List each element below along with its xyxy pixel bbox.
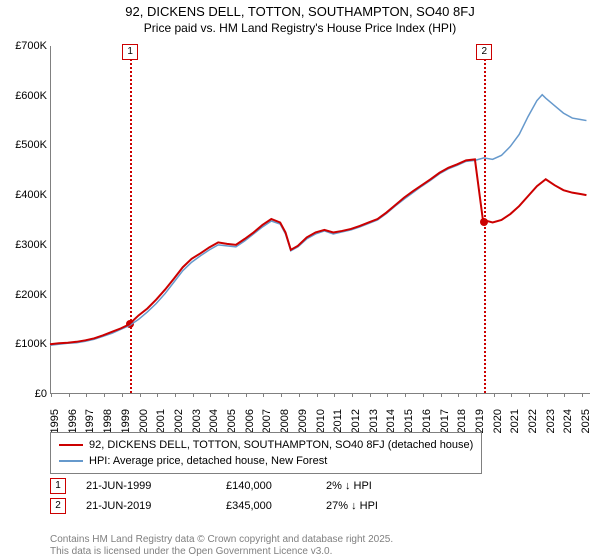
legend-item: 92, DICKENS DELL, TOTTON, SOUTHAMPTON, S… [59,437,473,453]
x-tick-label: 2018 [456,409,468,433]
x-tick-label: 2009 [297,409,309,433]
legend-label: HPI: Average price, detached house, New … [89,453,327,469]
event-delta: 27% ↓ HPI [326,500,426,512]
x-tick-label: 2000 [138,409,150,433]
x-tick-label: 2007 [261,409,273,433]
x-tick-label: 2005 [226,409,238,433]
event-row: 2 21-JUN-2019 £345,000 27% ↓ HPI [50,496,426,516]
event-date: 21-JUN-1999 [86,480,226,492]
x-tick-label: 2023 [545,409,557,433]
event-date: 21-JUN-2019 [86,500,226,512]
legend-swatch [59,460,83,462]
legend-label: 92, DICKENS DELL, TOTTON, SOUTHAMPTON, S… [89,437,473,453]
y-tick-label: £500K [7,139,47,151]
x-tick-label: 1999 [120,409,132,433]
lines-svg [50,46,590,394]
chart-title: 92, DICKENS DELL, TOTTON, SOUTHAMPTON, S… [0,4,600,19]
x-tick-label: 2017 [439,409,451,433]
footer: Contains HM Land Registry data © Crown c… [50,534,393,558]
event-marker-box: 2 [50,498,66,514]
y-tick-label: £700K [7,40,47,52]
x-tick-label: 1995 [49,409,61,433]
x-tick-label: 2020 [492,409,504,433]
x-tick-label: 2002 [173,409,185,433]
x-tick-label: 2021 [509,409,521,433]
x-tick-label: 2004 [208,409,220,433]
series-line [50,95,586,346]
x-tick-label: 2010 [315,409,327,433]
x-tick-label: 2019 [474,409,486,433]
event-price: £140,000 [226,480,326,492]
x-tick-label: 2011 [332,409,344,433]
x-tick-label: 1996 [67,409,79,433]
footer-line: Contains HM Land Registry data © Crown c… [50,534,393,546]
x-tick-label: 2024 [562,409,574,433]
legend-item: HPI: Average price, detached house, New … [59,453,473,469]
y-tick-label: £200K [7,289,47,301]
y-tick-label: £300K [7,239,47,251]
chart-subtitle: Price paid vs. HM Land Registry's House … [0,21,600,35]
y-tick-label: £100K [7,338,47,350]
x-tick-label: 2012 [350,409,362,433]
x-tick-label: 2015 [403,409,415,433]
event-row: 1 21-JUN-1999 £140,000 2% ↓ HPI [50,476,426,496]
event-delta: 2% ↓ HPI [326,480,426,492]
y-tick-label: £0 [7,388,47,400]
legend-swatch [59,444,83,446]
x-tick-label: 2014 [385,409,397,433]
event-price: £345,000 [226,500,326,512]
x-tick-label: 2016 [421,409,433,433]
x-tick-label: 2006 [244,409,256,433]
event-marker-box: 1 [50,478,66,494]
plot-area: £0£100K£200K£300K£400K£500K£600K£700K199… [50,46,590,394]
x-tick-label: 2001 [155,409,167,433]
x-tick-label: 2003 [191,409,203,433]
series-line [50,159,586,344]
y-tick-label: £600K [7,90,47,102]
x-tick-label: 2022 [527,409,539,433]
x-tick-label: 2025 [580,409,592,433]
y-tick-label: £400K [7,189,47,201]
chart-container: 92, DICKENS DELL, TOTTON, SOUTHAMPTON, S… [0,4,600,560]
x-tick-label: 1998 [102,409,114,433]
x-tick-label: 1997 [84,409,96,433]
x-tick-label: 2008 [279,409,291,433]
legend: 92, DICKENS DELL, TOTTON, SOUTHAMPTON, S… [50,432,482,474]
x-tick-label: 2013 [368,409,380,433]
footer-line: This data is licensed under the Open Gov… [50,546,393,558]
events-table: 1 21-JUN-1999 £140,000 2% ↓ HPI 2 21-JUN… [50,476,426,516]
